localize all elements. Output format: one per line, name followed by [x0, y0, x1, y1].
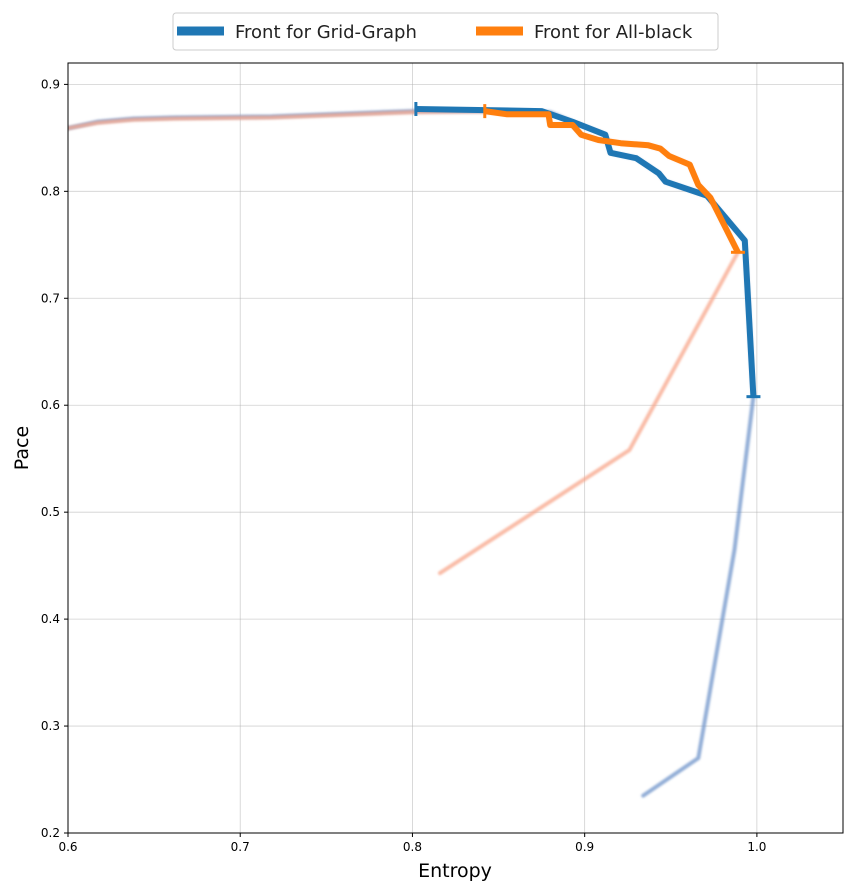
y-tick-label: 0.3	[41, 719, 60, 733]
legend-box	[172, 12, 719, 51]
gridlines	[67, 63, 843, 834]
y-tick-label: 0.5	[41, 505, 60, 519]
faint-series-line-3	[68, 109, 740, 576]
y-tick-label: 0.8	[41, 184, 60, 198]
faint-series-line-2	[68, 109, 756, 798]
y-axis-ticks: 0.2 0.3 0.4 0.5 0.6 0.7 0.8 0.9	[41, 77, 68, 840]
y-tick-label: 0.9	[41, 77, 60, 91]
x-tick-label: 0.9	[575, 840, 594, 854]
x-tick-label: 0.7	[231, 840, 250, 854]
x-axis-label: Entropy	[418, 860, 492, 882]
y-tick-label: 0.4	[41, 612, 60, 626]
front-series-layer	[414, 101, 761, 399]
legend: Front for Grid-Graph Front for All-black	[172, 12, 719, 51]
plot-frame	[67, 62, 844, 834]
x-tick-label: 0.6	[58, 840, 77, 854]
y-tick-label: 0.2	[41, 826, 60, 840]
x-tick-label: 0.8	[403, 840, 422, 854]
legend-label-grid-graph: Front for Grid-Graph	[235, 22, 417, 43]
faint-series-layer	[68, 109, 756, 798]
y-tick-label: 0.6	[41, 398, 60, 412]
series-line-front-for-all-black	[484, 108, 741, 254]
y-axis-label: Pace	[11, 426, 33, 470]
legend-label-all-black: Front for All-black	[534, 22, 693, 43]
x-axis-ticks: 0.6 0.7 0.8 0.9 1.0	[58, 833, 766, 854]
y-tick-label: 0.7	[41, 291, 60, 305]
x-tick-label: 1.0	[747, 840, 766, 854]
